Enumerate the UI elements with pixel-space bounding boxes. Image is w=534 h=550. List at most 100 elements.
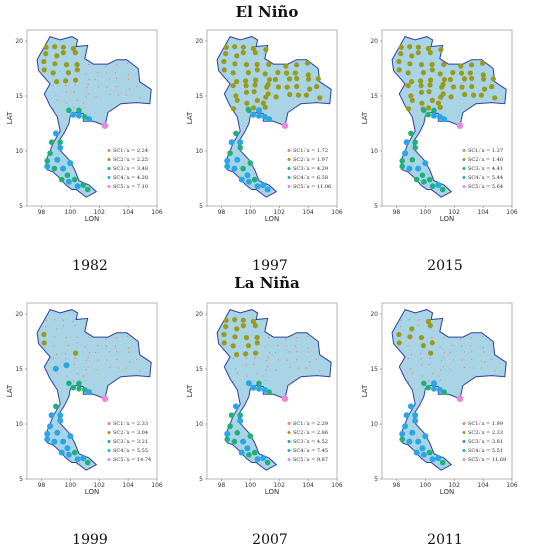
station-point-sc2 bbox=[409, 97, 415, 103]
station-point-sc2 bbox=[254, 340, 260, 346]
station-point-sc4 bbox=[60, 438, 67, 445]
station-point-sc4 bbox=[406, 438, 413, 445]
station-point-sc4 bbox=[407, 403, 414, 410]
station-point-sc3 bbox=[80, 182, 87, 188]
station-point-sc1 bbox=[76, 99, 79, 102]
station-point-sc2 bbox=[470, 92, 477, 98]
station-point-sc2 bbox=[428, 77, 434, 83]
station-point-sc1 bbox=[442, 366, 444, 368]
station-point-sc4 bbox=[52, 365, 59, 372]
station-point-sc2 bbox=[273, 94, 279, 100]
station-point-sc4 bbox=[264, 186, 271, 193]
station-point-sc2 bbox=[429, 61, 435, 68]
station-point-sc3 bbox=[48, 139, 55, 145]
station-point-sc2 bbox=[251, 89, 257, 95]
station-point-sc4 bbox=[261, 386, 268, 393]
legend-label: SC1: ̅x = 1.37 bbox=[468, 147, 503, 154]
station-point-sc2 bbox=[41, 331, 47, 338]
station-point-sc2 bbox=[251, 105, 257, 111]
station-point-sc3 bbox=[70, 384, 76, 391]
station-point-sc2 bbox=[409, 53, 415, 59]
station-point-sc2 bbox=[427, 82, 433, 88]
legend-label: SC3: ̅x = 4.41 bbox=[468, 165, 503, 172]
station-point-sc3 bbox=[429, 183, 436, 189]
station-point-sc1 bbox=[452, 344, 454, 347]
station-point-sc2 bbox=[272, 76, 278, 83]
y-tick-label: 15 bbox=[195, 366, 203, 373]
legend-label: SC2: ̅x = 2.86 bbox=[293, 429, 328, 436]
station-point-sc1 bbox=[494, 370, 496, 372]
station-point-sc1 bbox=[76, 336, 78, 339]
legend-box bbox=[460, 418, 508, 464]
station-point-sc1 bbox=[87, 93, 89, 95]
station-point-sc2 bbox=[314, 84, 320, 90]
legend-label: SC3: ̅x = 4.52 bbox=[293, 438, 328, 445]
y-tick-label: 5 bbox=[374, 203, 378, 210]
station-point-sc3 bbox=[84, 459, 91, 466]
station-point-sc1 bbox=[472, 367, 475, 369]
station-point-sc2 bbox=[221, 58, 227, 65]
station-point-sc4 bbox=[231, 165, 238, 172]
x-tick-label: 104 bbox=[477, 482, 489, 489]
station-point-sc1 bbox=[86, 359, 88, 361]
station-point-sc1 bbox=[72, 380, 75, 382]
map-panel-1997: 98 100 102 104 106 5 10 15 20 LON LAT SC1: ̅x = 1.7… bbox=[185, 22, 355, 223]
station-point-sc1 bbox=[136, 358, 138, 361]
station-point-sc4 bbox=[412, 417, 419, 424]
legend-marker bbox=[107, 167, 111, 170]
y-tick-label: 10 bbox=[370, 421, 378, 428]
station-point-sc1 bbox=[85, 369, 87, 371]
station-point-sc1 bbox=[460, 338, 462, 340]
station-point-sc3 bbox=[47, 150, 53, 156]
legend-marker bbox=[287, 422, 291, 425]
station-point-sc2 bbox=[428, 350, 434, 356]
station-point-sc1 bbox=[105, 65, 107, 67]
station-point-sc1 bbox=[117, 367, 120, 369]
year-label: 2011 bbox=[427, 532, 463, 548]
station-point-sc4 bbox=[232, 403, 239, 410]
station-point-sc3 bbox=[224, 436, 230, 443]
station-point-sc2 bbox=[396, 340, 402, 346]
station-point-sc3 bbox=[82, 387, 88, 393]
station-point-sc4 bbox=[51, 438, 58, 445]
station-point-sc5 bbox=[101, 395, 109, 402]
legend-label: SC2: ̅x = 1.40 bbox=[468, 156, 503, 163]
station-point-sc4 bbox=[63, 362, 70, 369]
station-point-sc3 bbox=[264, 459, 271, 466]
legend-marker bbox=[107, 176, 111, 179]
station-point-sc4 bbox=[244, 445, 251, 452]
legend-label: SC1: ̅x = 2.24 bbox=[113, 147, 148, 154]
station-point-sc1 bbox=[461, 359, 463, 361]
station-point-sc2 bbox=[41, 67, 47, 73]
station-point-sc1 bbox=[136, 85, 138, 88]
station-point-sc2 bbox=[407, 61, 413, 67]
station-point-sc2 bbox=[287, 91, 293, 98]
station-point-sc2 bbox=[415, 50, 421, 56]
station-point-sc4 bbox=[435, 182, 442, 189]
station-point-sc1 bbox=[88, 336, 90, 339]
legend-marker bbox=[107, 449, 111, 452]
station-point-sc1 bbox=[62, 324, 64, 327]
station-point-sc1 bbox=[264, 379, 266, 382]
station-point-sc1 bbox=[85, 321, 87, 324]
station-point-sc1 bbox=[267, 356, 269, 359]
station-point-sc3 bbox=[409, 157, 416, 163]
station-point-sc1 bbox=[316, 358, 318, 361]
y-tick-label: 5 bbox=[199, 203, 203, 210]
station-point-sc3 bbox=[421, 380, 427, 387]
station-point-sc4 bbox=[60, 165, 67, 172]
x-tick-label: 106 bbox=[331, 209, 343, 216]
station-point-sc1 bbox=[482, 347, 484, 349]
station-point-sc3 bbox=[240, 165, 246, 172]
station-point-sc2 bbox=[429, 340, 435, 346]
station-point-sc1 bbox=[65, 357, 67, 360]
x-tick-label: 104 bbox=[122, 209, 134, 216]
station-point-sc1 bbox=[245, 364, 248, 366]
station-point-sc1 bbox=[274, 351, 277, 354]
station-point-sc3 bbox=[44, 158, 50, 164]
station-point-sc1 bbox=[308, 361, 311, 363]
station-point-sc1 bbox=[106, 86, 108, 88]
station-point-sc4 bbox=[54, 429, 61, 436]
station-point-sc3 bbox=[399, 158, 405, 164]
station-point-sc3 bbox=[425, 111, 431, 118]
